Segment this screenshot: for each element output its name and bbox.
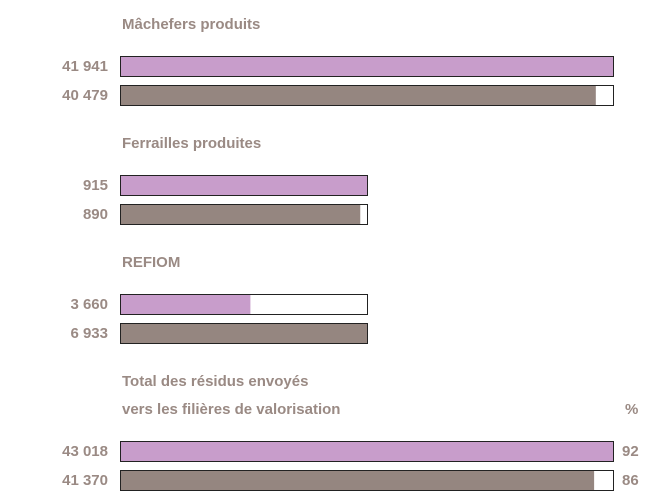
group-title: Mâchefers produits — [122, 16, 260, 33]
value-label: 41 370 — [62, 472, 108, 489]
group-title: vers les filières de valorisation — [122, 401, 340, 418]
bar-frame — [120, 470, 614, 491]
bar-frame — [120, 323, 368, 344]
value-label: 3 660 — [70, 296, 108, 313]
group-title: REFIOM — [122, 254, 180, 271]
group-title: Ferrailles produites — [122, 135, 261, 152]
bar-frame — [120, 175, 368, 196]
value-label: 40 479 — [62, 87, 108, 104]
percent-header: % — [625, 401, 638, 418]
bar — [120, 323, 367, 343]
percent-label: 92 — [622, 443, 639, 460]
bar — [120, 294, 251, 314]
group-title: Total des résidus envoyés — [122, 373, 308, 390]
bar-frame — [120, 56, 614, 77]
value-label: 41 941 — [62, 58, 108, 75]
bar — [120, 175, 367, 195]
bar-frame — [120, 441, 614, 462]
value-label: 6 933 — [70, 325, 108, 342]
bar — [120, 56, 613, 76]
value-label: 43 018 — [62, 443, 108, 460]
bar — [120, 85, 596, 105]
percent-label: 86 — [622, 472, 639, 489]
bar-frame — [120, 85, 614, 106]
bar — [120, 470, 595, 490]
value-label: 915 — [83, 177, 108, 194]
bar — [120, 204, 361, 224]
value-label: 890 — [83, 206, 108, 223]
bar-frame — [120, 204, 368, 225]
bar-frame — [120, 294, 368, 315]
bar — [120, 441, 613, 461]
